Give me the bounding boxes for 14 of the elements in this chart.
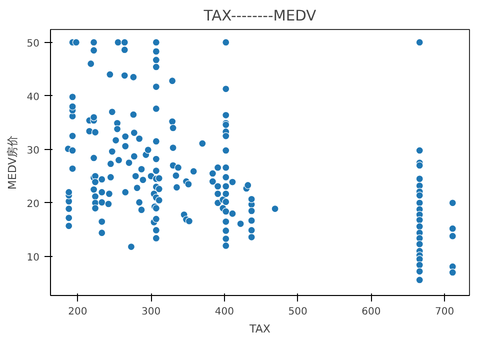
- y-tick-label: 20: [26, 198, 40, 210]
- y-tick-label: 10: [26, 252, 40, 264]
- x-tick-label: 600: [362, 306, 381, 318]
- y-tick-label: 50: [26, 38, 40, 50]
- x-axis-title: TAX: [248, 322, 271, 336]
- x-tick-label: 200: [68, 306, 88, 318]
- x-tick-label: 700: [435, 306, 454, 318]
- y-tick-label: 30: [26, 145, 40, 156]
- x-tick-label: 500: [288, 306, 308, 318]
- y-axis-title: MEDV房价: [6, 135, 19, 190]
- x-tick-label: 300: [141, 306, 161, 318]
- x-tick-label: 400: [214, 306, 234, 318]
- chart-title: TAX--------MEDV: [202, 8, 316, 24]
- y-tick-label: 40: [26, 92, 40, 103]
